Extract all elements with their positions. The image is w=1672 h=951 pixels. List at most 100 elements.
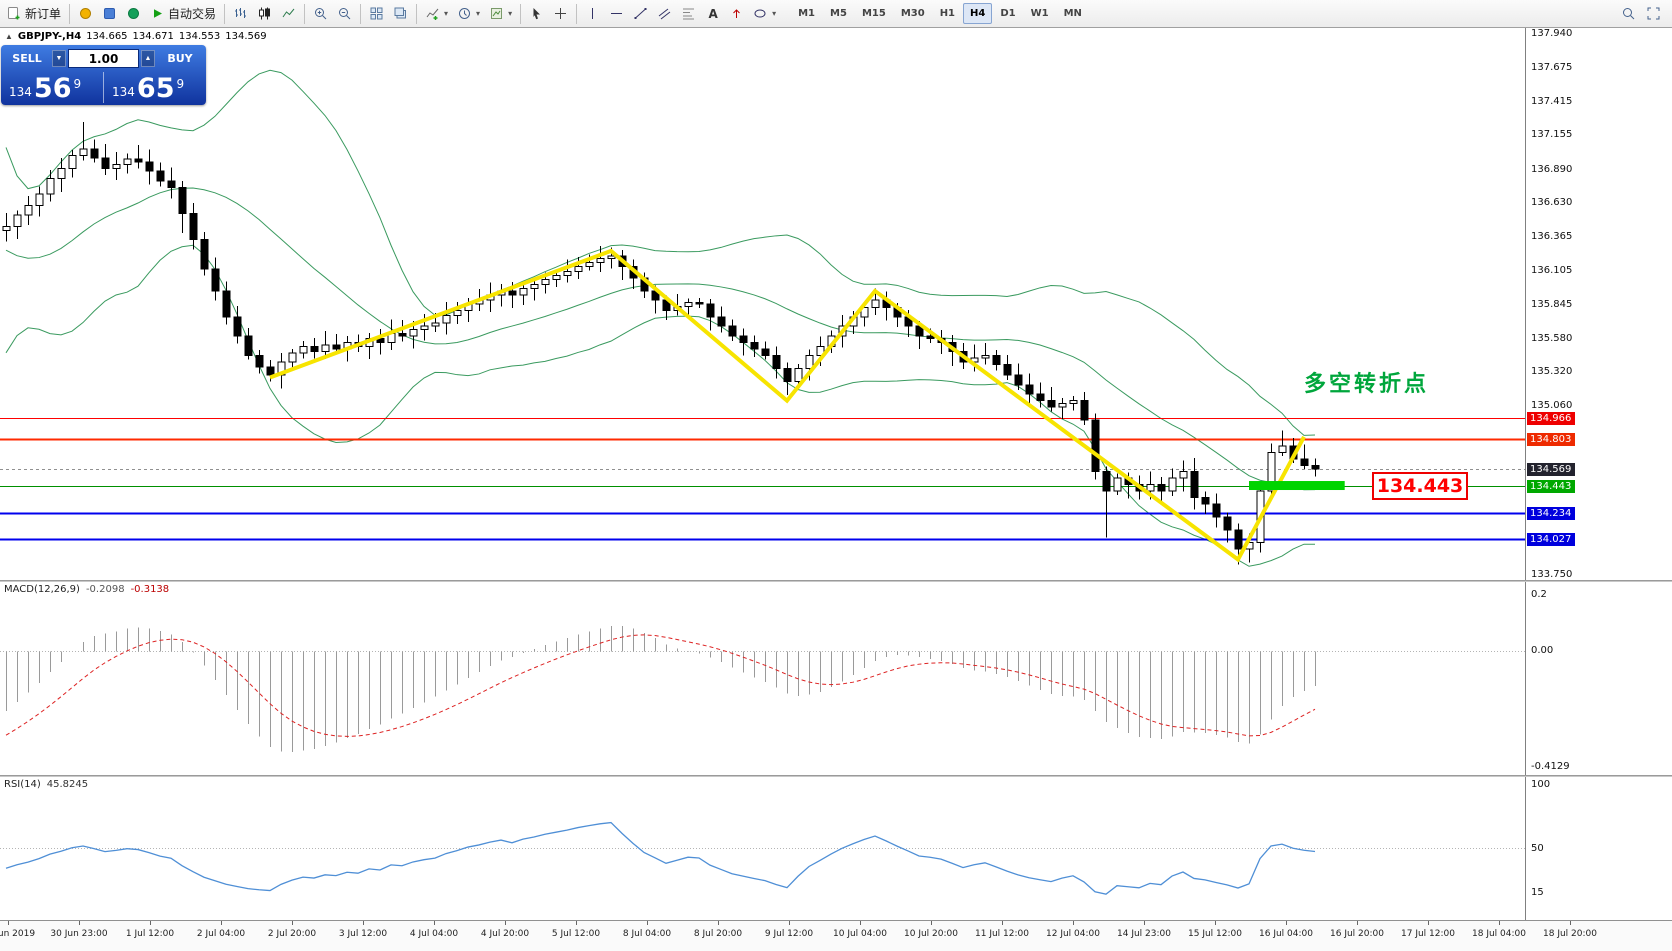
rsi-canvas[interactable] <box>0 777 1525 920</box>
rsi-axis[interactable]: 100 50 15 <box>1525 777 1672 920</box>
navigator-button[interactable] <box>98 2 121 25</box>
volume-input[interactable] <box>69 50 138 67</box>
timeframe-h1[interactable]: H1 <box>933 3 962 24</box>
panel-splitter[interactable] <box>0 775 1672 777</box>
toolbar-separator <box>416 3 418 24</box>
panel-splitter[interactable] <box>0 580 1672 582</box>
timeframe-h4[interactable]: H4 <box>963 3 993 24</box>
macd-panel: 0.2 0.00 -0.4129 MACD(12,26,9) -0.2098 -0.… <box>0 582 1672 775</box>
timeframe-mn[interactable]: MN <box>1057 3 1089 24</box>
auto-trading-button[interactable]: 自动交易 <box>146 2 220 25</box>
time-label: 14 Jul 23:00 <box>1117 929 1171 939</box>
sell-price-prefix: 134 <box>9 85 32 99</box>
timeframe-d1[interactable]: D1 <box>993 3 1022 24</box>
ohlc-close: 134.569 <box>225 31 267 42</box>
volume-increase-button[interactable]: ▲ <box>141 50 155 67</box>
trendline-button[interactable] <box>629 2 652 25</box>
svg-text:A: A <box>709 7 719 21</box>
price-line-label: 134.234 <box>1527 507 1575 520</box>
templates-button[interactable]: ▾ <box>485 2 516 25</box>
rsi-name: RSI(14) <box>4 779 41 790</box>
vertical-line-button[interactable] <box>581 2 604 25</box>
time-label: 3 Jul 12:00 <box>338 929 388 939</box>
expand-button[interactable] <box>1642 2 1665 25</box>
timeframe-w1[interactable]: W1 <box>1024 3 1056 24</box>
chart-workspace: 137.940 137.675 137.415 137.155 136.890 136.6… <box>0 28 1672 951</box>
clock-icon <box>457 6 472 21</box>
toolbar-separator <box>360 3 362 24</box>
timeframe-m1[interactable]: M1 <box>791 3 822 24</box>
template-icon <box>489 6 504 21</box>
line-chart-icon <box>281 6 296 21</box>
price-callout-box[interactable]: 134.443 <box>1372 471 1468 500</box>
symbol-label: GBPJPY-,H4 <box>17 31 82 42</box>
arrow-tool-button[interactable] <box>725 2 748 25</box>
ellipse-icon <box>753 6 768 21</box>
chevron-down-icon: ▾ <box>772 9 777 18</box>
macd-axis[interactable]: 0.2 0.00 -0.4129 <box>1525 582 1672 775</box>
horizontal-line-icon <box>609 6 624 21</box>
cursor-button[interactable] <box>525 2 548 25</box>
timeframe-m15[interactable]: M15 <box>855 3 893 24</box>
one-click-toggle-icon[interactable]: ▲ <box>5 32 13 41</box>
price-line-label: 134.027 <box>1527 533 1575 546</box>
main-chart-panel: 137.940 137.675 137.415 137.155 136.890 136.6… <box>0 28 1672 580</box>
one-click-trading-panel: SELL ▼ ▲ BUY 134 56 9 134 65 9 <box>1 45 206 105</box>
macd-name: MACD(12,26,9) <box>4 584 80 595</box>
vertical-line-icon <box>585 6 600 21</box>
bar-chart-button[interactable] <box>229 2 252 25</box>
cascade-windows-button[interactable] <box>389 2 412 25</box>
ohlc-high: 134.671 <box>132 31 174 42</box>
main-chart-canvas[interactable] <box>0 28 1525 580</box>
fibonacci-button[interactable] <box>677 2 700 25</box>
turning-point-annotation[interactable]: 多空转折点 <box>1304 371 1430 397</box>
search-button[interactable] <box>1617 2 1640 25</box>
channel-icon <box>657 6 672 21</box>
time-label: 4 Jul 04:00 <box>409 929 459 939</box>
timeframe-m5[interactable]: M5 <box>823 3 854 24</box>
arrow-up-icon <box>729 6 744 21</box>
macd-canvas[interactable] <box>0 582 1525 775</box>
sell-price[interactable]: 134 56 9 <box>1 70 103 105</box>
horizontal-line-button[interactable] <box>605 2 628 25</box>
toolbar-separator <box>576 3 578 24</box>
zoom-in-button[interactable] <box>309 2 332 25</box>
sell-price-big: 56 <box>33 73 72 104</box>
time-axis[interactable]: 28 Jun 2019 30 Jun 23:00 1 Jul 12:00 2 Jul … <box>0 920 1672 951</box>
buy-price[interactable]: 134 65 9 <box>104 70 206 105</box>
time-label: 18 Jul 20:00 <box>1543 929 1597 939</box>
line-chart-button[interactable] <box>277 2 300 25</box>
sell-price-sup: 9 <box>73 77 82 91</box>
new-order-label: 新订单 <box>25 7 62 21</box>
price-axis[interactable]: 137.940 137.675 137.415 137.155 136.890 136.6… <box>1525 28 1672 580</box>
crosshair-button[interactable] <box>549 2 572 25</box>
volume-decrease-button[interactable]: ▼ <box>52 50 66 67</box>
toolbar-separator <box>69 3 71 24</box>
ohlc-open: 134.665 <box>86 31 128 42</box>
terminal-button[interactable] <box>122 2 145 25</box>
toolbar-separator <box>520 3 522 24</box>
new-order-button[interactable]: 新订单 <box>3 2 65 25</box>
candlestick-chart-button[interactable] <box>253 2 276 25</box>
zoom-in-icon <box>313 6 328 21</box>
tile-windows-icon <box>369 6 384 21</box>
time-label: 15 Jul 12:00 <box>1188 929 1242 939</box>
text-tool-button[interactable]: A <box>701 2 724 25</box>
cascade-windows-icon <box>393 6 408 21</box>
shapes-button[interactable]: ▾ <box>749 2 780 25</box>
indicators-icon <box>425 6 440 21</box>
periods-button[interactable]: ▾ <box>453 2 484 25</box>
time-label: 2 Jul 04:00 <box>196 929 246 939</box>
ohlc-low: 134.553 <box>178 31 221 42</box>
cursor-icon <box>529 6 544 21</box>
zoom-out-button[interactable] <box>333 2 356 25</box>
tile-windows-button[interactable] <box>365 2 388 25</box>
buy-button[interactable]: BUY <box>157 49 203 68</box>
bar-chart-icon <box>233 6 248 21</box>
price-line-label: 134.966 <box>1527 412 1575 425</box>
indicators-button[interactable]: ▾ <box>421 2 452 25</box>
timeframe-m30[interactable]: M30 <box>894 3 932 24</box>
market-watch-button[interactable] <box>74 2 97 25</box>
sell-button[interactable]: SELL <box>4 49 50 68</box>
channel-button[interactable] <box>653 2 676 25</box>
